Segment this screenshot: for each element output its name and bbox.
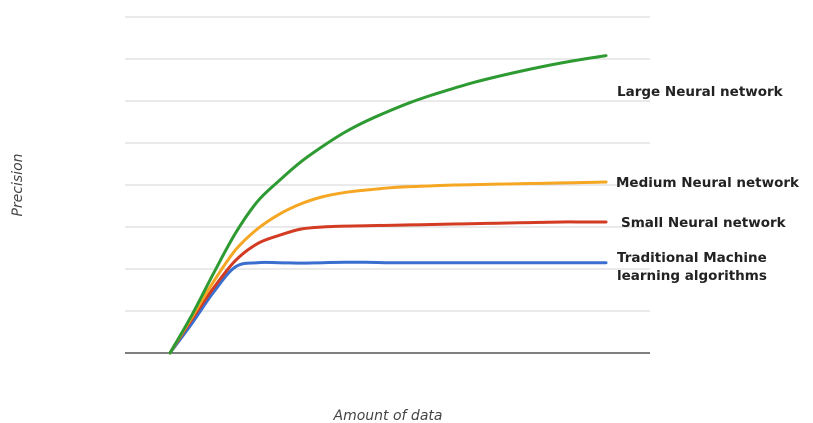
series-line-large-neural-network xyxy=(168,54,608,355)
series-label-medium-neural-network: Medium Neural network xyxy=(616,175,800,191)
chart-grid xyxy=(125,16,650,354)
series-line-medium-neural-network xyxy=(168,180,608,355)
series-line-traditional-machine-learning-algorithms xyxy=(168,260,608,355)
series-label-traditional-ml-line1: Traditional Machine xyxy=(617,250,767,266)
chart-series-lines xyxy=(168,54,608,355)
series-label-small-neural-network: Small Neural network xyxy=(621,215,787,231)
series-label-traditional-ml-line2: learning algorithms xyxy=(617,268,767,284)
series-label-large-neural-network: Large Neural network xyxy=(617,84,784,100)
x-axis-label: Amount of data xyxy=(333,408,443,423)
y-axis-label: Precision xyxy=(10,153,26,216)
series-line-small-neural-network xyxy=(168,220,608,355)
